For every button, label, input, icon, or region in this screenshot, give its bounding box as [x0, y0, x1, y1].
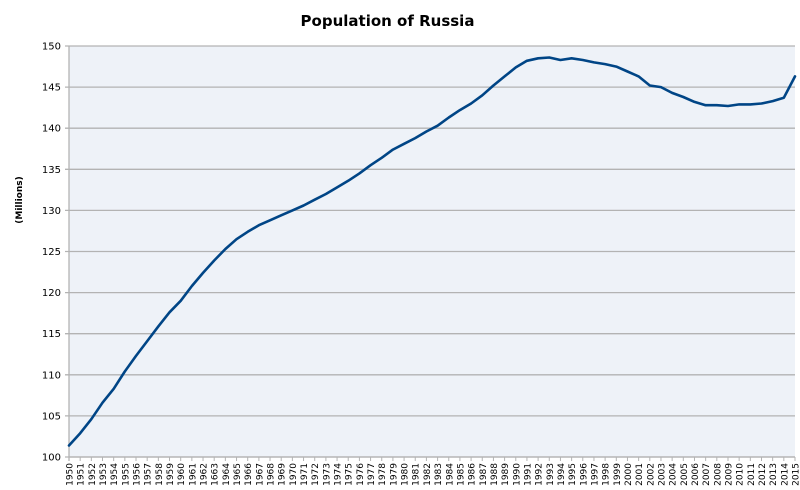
x-tick-label: 1979 [389, 463, 399, 486]
y-tick-label: 145 [42, 83, 61, 94]
y-tick-label: 105 [42, 411, 61, 422]
x-tick-label: 1995 [568, 463, 578, 486]
x-tick-label: 1989 [501, 463, 511, 486]
y-tick-label: 115 [42, 329, 61, 340]
x-tick-label: 1991 [523, 463, 533, 486]
x-tick-label: 1960 [177, 463, 187, 486]
x-tick-label: 2015 [792, 463, 800, 486]
y-tick-label: 125 [42, 247, 61, 258]
x-tick-label: 2000 [624, 463, 634, 486]
x-tick-label: 1976 [356, 463, 366, 486]
x-tick-label: 1999 [613, 463, 623, 486]
y-tick-label: 120 [42, 288, 61, 299]
x-tick-label: 1990 [512, 463, 522, 486]
x-tick-label: 1663 [211, 463, 221, 486]
x-tick-label: 2003 [657, 463, 667, 486]
x-tick-label: 1950 [66, 463, 76, 486]
x-tick-label: 1951 [77, 463, 87, 486]
x-tick-label: 1992 [535, 463, 545, 486]
x-tick-label: 1971 [300, 463, 310, 486]
x-tick-label: 1962 [200, 463, 210, 486]
x-tick-label: 1983 [434, 463, 444, 486]
x-tick-label: 1982 [423, 463, 433, 486]
x-tick-label: 1957 [144, 463, 154, 486]
x-tick-label: 1952 [88, 463, 98, 486]
x-tick-label: 1954 [110, 463, 120, 486]
data-series [67, 56, 797, 447]
x-tick-label: 1997 [590, 463, 600, 486]
x-tick-label: 2008 [713, 463, 723, 486]
x-tick-label: 1994 [557, 463, 567, 486]
x-tick-label: 1958 [155, 463, 165, 486]
x-tick-label: 1988 [490, 463, 500, 486]
x-tick-label: 1977 [367, 463, 377, 486]
x-tick-label: 1985 [456, 463, 466, 486]
x-tick-label: 1966 [244, 463, 254, 486]
x-tick-label: 1974 [334, 463, 344, 486]
x-tick-label: 1959 [166, 463, 176, 486]
x-tick-label: 1968 [267, 463, 277, 486]
y-tick-label: 110 [42, 370, 61, 381]
y-tick-label: 140 [42, 124, 61, 135]
x-tick-label: 1972 [311, 463, 321, 486]
x-tick-label: 1969 [278, 463, 288, 486]
x-tick-label: 2010 [736, 463, 746, 486]
x-tick-label: 1987 [479, 463, 489, 486]
x-tick-label: 2009 [724, 463, 734, 486]
x-tick-label: 2011 [747, 463, 757, 486]
population-line [67, 56, 797, 447]
y-tick-label: 100 [42, 453, 61, 464]
x-tick-label: 1986 [468, 463, 478, 486]
x-tick-label: 2006 [691, 463, 701, 486]
x-tick-label: 2014 [780, 463, 790, 486]
x-tick-label: 1996 [579, 463, 589, 486]
x-tick-label: 1955 [121, 463, 131, 486]
x-tick-label: 2013 [769, 463, 779, 486]
y-tick-label: 135 [42, 165, 61, 176]
y-tick-label: 130 [42, 206, 61, 217]
x-tick-label: 1993 [546, 463, 556, 486]
x-tick-label: 2002 [646, 463, 656, 486]
x-tick-label: 1953 [99, 463, 109, 486]
x-tick-label: 2001 [635, 463, 645, 486]
x-tick-label: 1981 [412, 463, 422, 486]
x-tick-label: 1984 [445, 463, 455, 486]
x-tick-label: 1965 [233, 463, 243, 486]
x-tick-label: 1980 [401, 463, 411, 486]
x-tick-label: 1975 [345, 463, 355, 486]
x-tick-label: 1961 [188, 463, 198, 486]
x-axis: 1950 1951 1952 1953 1954 1955 1956 1957 1958 1959… [66, 456, 800, 486]
x-tick-label: 1956 [133, 463, 143, 486]
x-tick-label: 1967 [255, 463, 265, 486]
x-tick-label: 1978 [378, 463, 388, 486]
x-tick-label: 2005 [680, 463, 690, 486]
x-tick-label: 2012 [758, 463, 768, 486]
x-tick-label: 2007 [702, 463, 712, 486]
x-tick-label: 1970 [289, 463, 299, 486]
y-tick-label: 150 [42, 42, 61, 53]
x-tick-label: 1998 [602, 463, 612, 486]
chart-title: Population of Russia [300, 12, 475, 30]
y-axis: 100 105 110 115 120 125 130 135 140 145 150 [42, 42, 70, 464]
x-tick-label: 1973 [322, 463, 332, 486]
x-tick-label: 1964 [222, 463, 232, 486]
x-tick-label: 2004 [669, 463, 679, 486]
